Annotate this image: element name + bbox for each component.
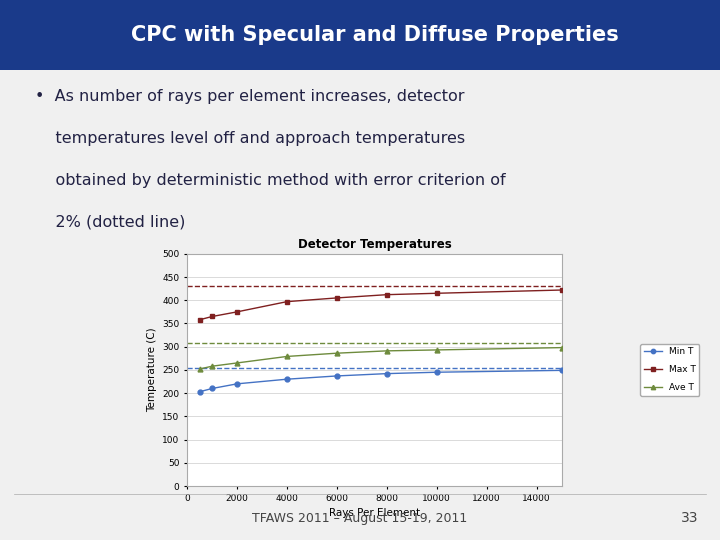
- Min T: [195, 388, 204, 395]
- Ave T: [195, 366, 204, 372]
- Min T: [433, 369, 441, 375]
- Text: •  As number of rays per element increases, detector: • As number of rays per element increase…: [35, 89, 464, 104]
- Ave T: [233, 360, 241, 366]
- Min T: [283, 376, 292, 382]
- Text: 2% (dotted line): 2% (dotted line): [35, 214, 186, 230]
- Min T: [333, 373, 341, 379]
- Min T: [208, 385, 217, 392]
- Ave T: [208, 363, 217, 369]
- Min T: [382, 370, 391, 377]
- Max T: [208, 313, 217, 320]
- Max T: [283, 299, 292, 305]
- Ave T: [557, 345, 566, 351]
- Ave T: [333, 350, 341, 356]
- Text: temperatures level off and approach temperatures: temperatures level off and approach temp…: [35, 131, 465, 146]
- Ave T: [433, 347, 441, 353]
- Line: Ave T: Ave T: [197, 345, 564, 372]
- Min T: [233, 381, 241, 387]
- Title: Detector Temperatures: Detector Temperatures: [297, 238, 451, 251]
- Line: Min T: Min T: [197, 368, 564, 394]
- Line: Max T: Max T: [197, 288, 564, 322]
- Max T: [233, 308, 241, 315]
- Max T: [557, 287, 566, 293]
- Y-axis label: Temperature (C): Temperature (C): [147, 328, 157, 412]
- Text: CPC with Specular and Diffuse Properties: CPC with Specular and Diffuse Properties: [130, 25, 618, 45]
- Text: TFAWS 2011 – August 15-19, 2011: TFAWS 2011 – August 15-19, 2011: [253, 511, 467, 525]
- Max T: [382, 292, 391, 298]
- Max T: [433, 290, 441, 296]
- Text: obtained by deterministic method with error criterion of: obtained by deterministic method with er…: [35, 173, 505, 188]
- Min T: [557, 367, 566, 374]
- Legend: Min T, Max T, Ave T: Min T, Max T, Ave T: [640, 344, 699, 396]
- Ave T: [283, 353, 292, 360]
- Ave T: [382, 348, 391, 354]
- Max T: [195, 316, 204, 323]
- Text: 33: 33: [681, 511, 698, 525]
- Max T: [333, 295, 341, 301]
- X-axis label: Rays Per Element: Rays Per Element: [329, 508, 420, 518]
